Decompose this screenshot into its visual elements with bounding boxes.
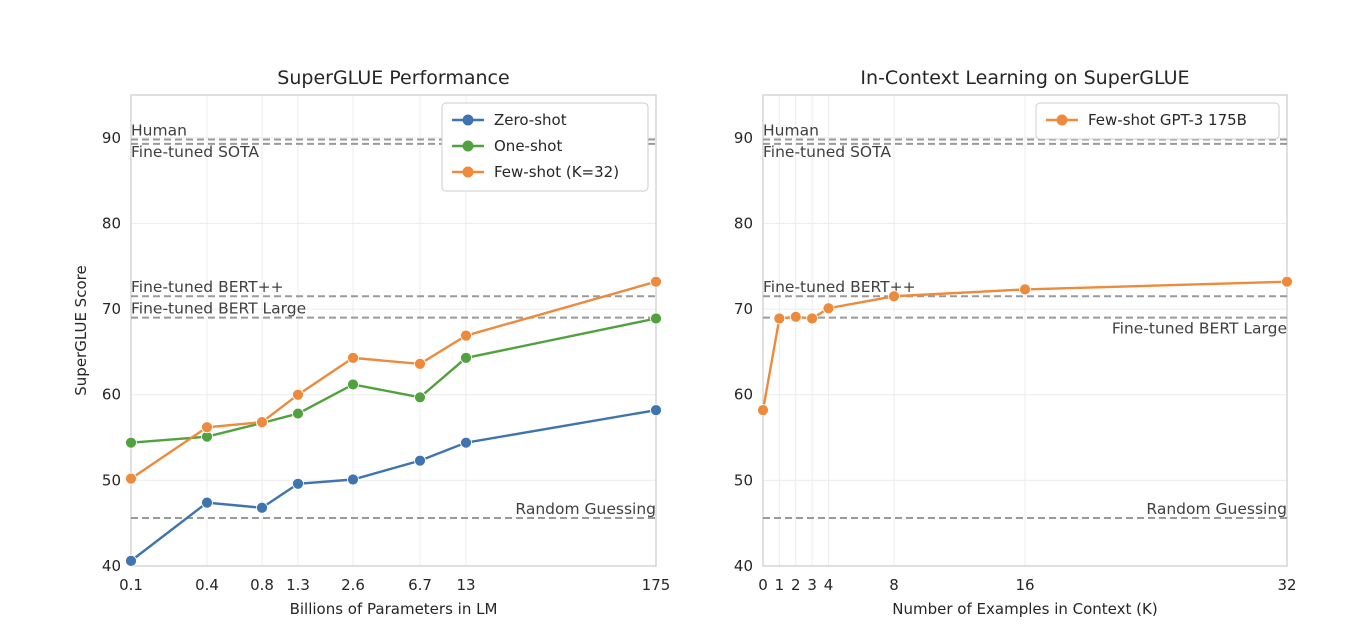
data-point [256,501,268,514]
x-tick-label: 0.8 [250,576,274,594]
y-tick-label: 50 [102,471,121,489]
data-point [414,391,426,404]
x-tick-label: 175 [642,576,671,594]
x-axis-label: Billions of Parameters in LM [290,600,498,618]
legend-label: Few-shot (K=32) [494,163,619,181]
x-axis-label: Number of Examples in Context (K) [892,600,1157,618]
x-tick-label: 1 [775,576,785,594]
data-point [1019,283,1031,296]
y-tick-label: 40 [102,557,121,575]
y-tick-label: 60 [734,386,753,404]
x-tick-label: 32 [1277,576,1296,594]
axes-frame [762,94,1288,567]
legend-box [1035,102,1280,140]
data-point [125,436,137,449]
data-point [757,404,769,417]
data-point [888,290,900,303]
axes-frame [130,94,657,567]
data-point [460,329,472,342]
reference-line-label: Random Guessing [1146,500,1287,518]
x-tick-label: 0.4 [195,576,219,594]
data-point [414,357,426,370]
series-line [130,317,657,444]
legend: Zero-shot One-shot Few-shot (K=32) [441,102,649,192]
data-point [650,404,662,417]
data-point [650,275,662,288]
data-point [822,302,835,315]
x-tick-label: 6.7 [408,576,432,594]
legend-box [441,102,649,192]
y-tick-label: 70 [102,300,121,318]
y-tick-label: 40 [734,557,753,575]
chart-title: In-Context Learning on SuperGLUE [860,67,1189,89]
chart-panel-2: 40 50 60 70 80 90 0 1 2 3 4 8 16 32 Human Fine-tuned SO… [734,67,1297,618]
data-point [292,407,304,420]
data-point [650,312,662,325]
x-tick-label: 13 [456,576,475,594]
data-point [347,473,359,486]
chart-title: SuperGLUE Performance [277,67,509,89]
y-tick-label: 80 [734,214,753,232]
reference-line-label: Human [131,122,187,140]
reference-line-label: Fine-tuned SOTA [763,143,891,161]
data-point [125,472,137,485]
x-tick-label: 2.6 [341,576,365,594]
data-point [125,554,137,567]
legend-swatch-marker [462,140,474,152]
legend-label: Zero-shot [494,111,567,129]
x-tick-label: 1.3 [286,576,310,594]
y-tick-label: 70 [734,300,753,318]
legend-swatch-marker [462,166,474,178]
legend-label: Few-shot GPT-3 175B [1088,111,1247,129]
data-point [460,436,472,449]
x-tick-label: 16 [1015,576,1034,594]
data-point [773,312,786,325]
y-tick-label: 90 [102,129,121,147]
data-point [201,496,213,509]
reference-line-label: Fine-tuned SOTA [131,143,259,161]
data-point [347,352,359,364]
reference-line-label: Human [763,122,819,140]
data-point [460,352,472,364]
reference-line-label: Fine-tuned BERT++ [763,278,916,296]
legend-swatch-marker [1056,114,1068,126]
reference-line-label: Fine-tuned BERT Large [131,300,306,318]
x-tick-label: 0.1 [119,576,143,594]
data-point [256,416,268,429]
legend-swatch-marker [462,114,474,126]
y-tick-label: 80 [102,214,121,232]
data-point [292,477,304,490]
data-point [806,312,819,325]
x-tick-label: 4 [824,576,834,594]
data-point [292,388,304,401]
data-point [347,378,359,391]
series-line [130,408,657,562]
series-line [130,280,657,480]
legend: Few-shot GPT-3 175B [1035,102,1280,140]
reference-line-label: Fine-tuned BERT++ [131,278,284,296]
data-point [414,454,426,467]
data-point [789,310,802,323]
reference-line-label: Fine-tuned BERT Large [1112,320,1287,338]
chart-panel-1: 40 50 60 70 80 90 0.1 0.4 0.8 1.3 2.6 6.7 13 175 Human… [72,67,670,618]
y-tick-label: 90 [734,129,753,147]
x-tick-label: 3 [807,576,817,594]
x-tick-label: 8 [889,576,899,594]
y-tick-label: 50 [734,471,753,489]
x-tick-label: 0 [758,576,768,594]
x-tick-label: 2 [791,576,801,594]
data-point [1281,275,1293,288]
legend-label: One-shot [494,137,562,155]
y-axis-label: SuperGLUE Score [72,265,90,395]
y-tick-label: 60 [102,386,121,404]
reference-line-label: Random Guessing [515,500,656,518]
data-point [201,421,213,434]
